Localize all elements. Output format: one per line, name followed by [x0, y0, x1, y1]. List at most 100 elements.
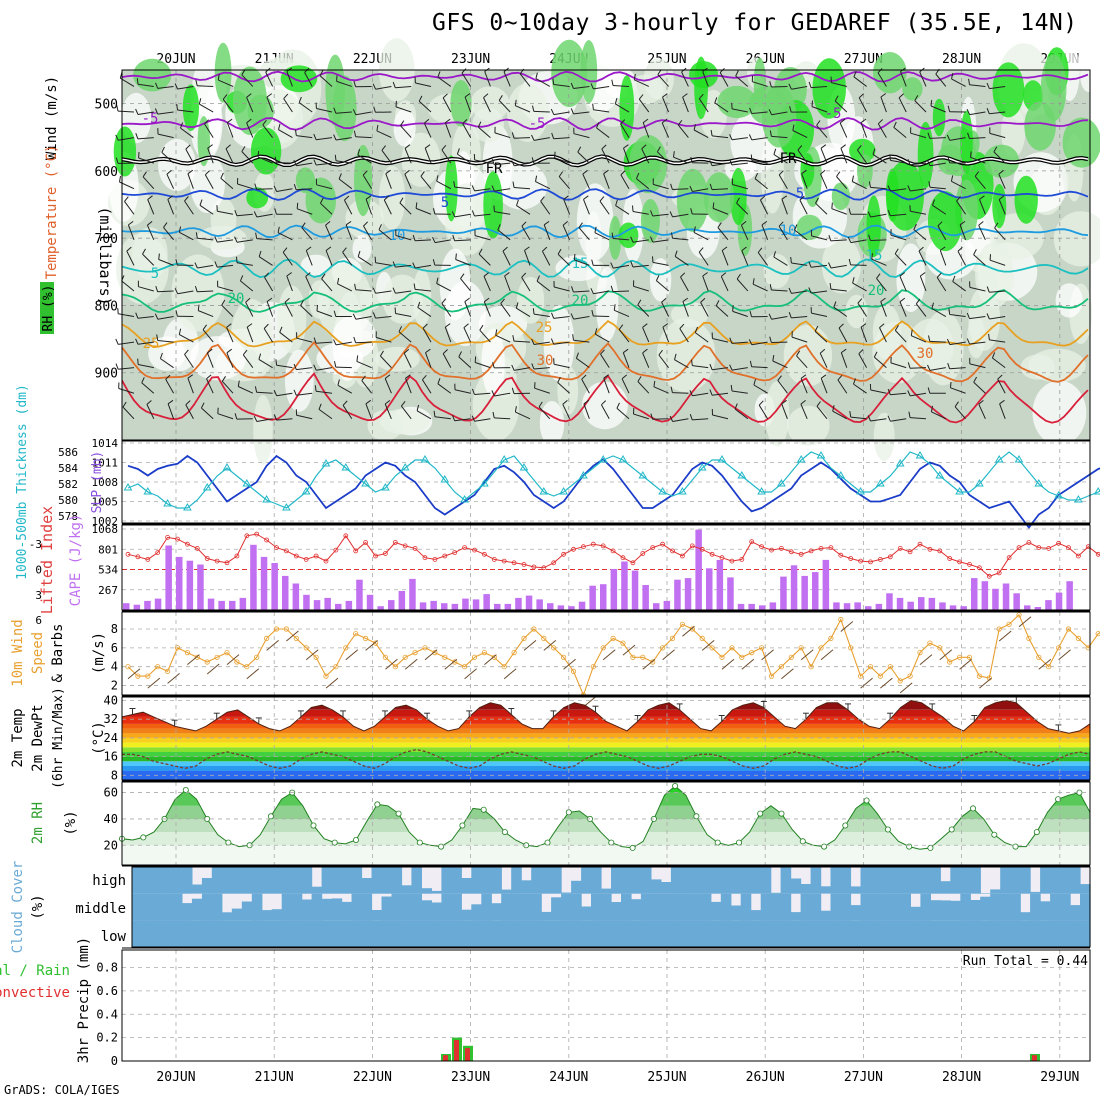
cloud-cover-bar [551, 897, 562, 920]
cape-bar [907, 602, 914, 610]
cloud-cover-bar [940, 920, 951, 947]
cloud-cover-bar [1040, 867, 1051, 894]
cloud-cover-bar [661, 894, 672, 921]
rh-moist-area [183, 84, 199, 131]
footer-credit: GrADS: COLA/IGES [4, 1083, 120, 1097]
rh-dry-area [285, 350, 314, 412]
cloud-cover-bar [831, 920, 842, 947]
cape-bar [759, 605, 766, 610]
cape-bar [441, 603, 448, 610]
cloud-cover-bar [641, 867, 652, 894]
surface-wind-barb [1059, 650, 1071, 660]
bottom-date-tick: 27JUN [844, 1070, 883, 1085]
cloud-cover-bar [551, 920, 562, 947]
cloud-cover-bar [531, 920, 542, 947]
thickness-axis-label: 1000-500mb Thickness (dm) [15, 384, 30, 580]
cloud-cover-bar [511, 920, 522, 947]
rh-point [885, 827, 890, 832]
cloud-cover-bar [611, 902, 622, 920]
surface-wind-barb [148, 678, 160, 688]
cloud-cover-bar [182, 920, 193, 947]
cape-bar [377, 606, 384, 610]
thickness-tick-label: 586 [58, 446, 78, 459]
rh-tick-label: 40 [104, 812, 118, 826]
cape-bar [674, 580, 681, 610]
cloud-cover-bar [1050, 894, 1061, 921]
wind-barb-feather [713, 203, 714, 209]
cloud-cover-bar [751, 910, 762, 920]
cloud-cover-bar [272, 909, 283, 920]
cloud-cover-bar [551, 867, 562, 894]
cloud-cover-bar [1060, 867, 1071, 894]
cape-bar [271, 563, 278, 610]
cloud-cover-bar [1040, 920, 1051, 947]
cloud-cover-bar [541, 867, 552, 894]
cape-bar [685, 578, 692, 610]
cloud-cover-bar [242, 902, 253, 921]
cloud-cover-bar [821, 886, 832, 893]
cape-bar [229, 601, 236, 610]
rh-dry-area [277, 286, 306, 354]
surface-wind-barb [524, 640, 536, 650]
wind-barb [870, 240, 886, 241]
cloud-cover-bar [791, 912, 802, 920]
cloud-cover-bar [651, 879, 662, 893]
surface-wind-barb [207, 664, 219, 674]
cape-bar [568, 606, 575, 610]
cloud-cover-bar [771, 893, 782, 894]
cloud-cover-bar [1000, 894, 1011, 921]
cloud-cover-bar [721, 867, 732, 894]
surface-wind-barb [742, 659, 754, 669]
cloud-cover-bar [890, 867, 901, 894]
cloud-cover-bar [900, 867, 911, 894]
cloud-cover-bar [302, 920, 313, 947]
cloud-cover-bar [621, 920, 632, 947]
temperature-band [122, 738, 1090, 743]
wind10m-axis-label-line3: & Barbs [50, 623, 66, 682]
precip-tick-label: 0.4 [96, 1007, 118, 1021]
surface-wind-barb [880, 678, 892, 688]
bottom-date-tick: 23JUN [451, 1070, 490, 1085]
rh-dry-area [582, 382, 628, 430]
rh-dry-area [1080, 58, 1097, 92]
top-date-tick: 23JUN [451, 52, 490, 67]
cloud-cover-bar [950, 901, 961, 921]
cloud-cover-bar [1000, 920, 1011, 947]
rh-point [417, 840, 422, 845]
cloud-cover-bar [1030, 892, 1041, 894]
wind-barb-feather [317, 305, 318, 311]
thickness-point [422, 456, 429, 462]
thickness-point [719, 456, 726, 462]
cloud-cover-bar [282, 894, 293, 921]
rh-point [694, 814, 699, 819]
cloud-cover-bar [392, 867, 403, 894]
contour-label: 30 [917, 346, 934, 362]
cloud-cover-bar [182, 867, 193, 894]
cape-bar [876, 604, 883, 610]
cloud-cover-bar [521, 920, 532, 947]
cape-bar [261, 557, 268, 610]
wind-barb-feather [416, 202, 417, 208]
cloud-cover-bar [841, 894, 852, 921]
cloud-cover-bar [481, 894, 492, 921]
cloud-cover-bar [142, 920, 153, 947]
surface-wind-barb [247, 669, 259, 679]
cloud-cover-bar [581, 867, 592, 894]
cloud-cover-bar [831, 867, 842, 894]
cape-bar [250, 545, 257, 610]
cloud-cover-bar [332, 898, 343, 920]
cape-bar [218, 601, 225, 610]
cloud-cover-bar [162, 894, 173, 921]
cloud-cover-bar [910, 867, 921, 894]
cape-bar [791, 565, 798, 610]
cape-bar [165, 546, 172, 611]
temperature-band [122, 717, 1090, 724]
surface-wind-barb [781, 669, 793, 679]
rh-point [609, 840, 614, 845]
cloud-cover-bar [900, 920, 911, 947]
cloud-cover-bar [382, 920, 393, 947]
precip-convective-bar [454, 1040, 459, 1061]
cloud-cover-bar [960, 894, 971, 921]
wind-barb-feather [593, 104, 594, 110]
wind-barb-feather [116, 339, 118, 345]
